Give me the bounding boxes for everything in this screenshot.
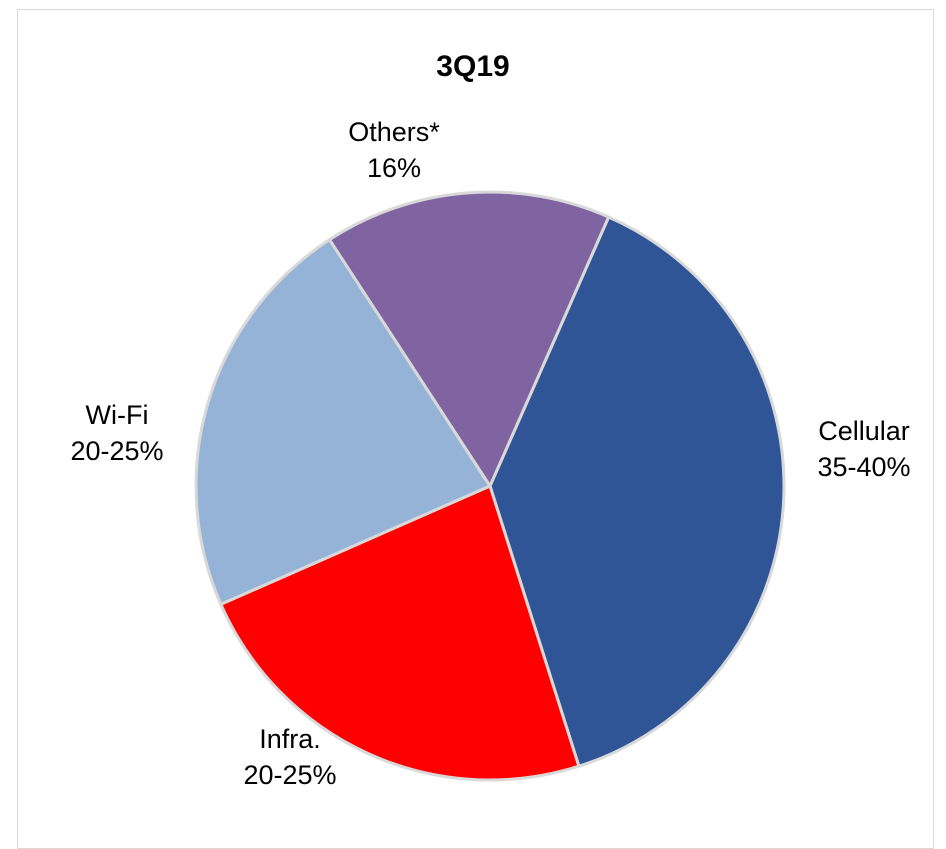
- slice-category-label: Infra.: [259, 724, 321, 754]
- slice-value-label: 20-25%: [70, 436, 163, 466]
- pie-slice-others: [328, 190, 611, 488]
- slice-value-label: 20-25%: [243, 760, 336, 790]
- slice-category-label: Others*: [348, 117, 440, 147]
- slice-value-label: 16%: [367, 153, 421, 183]
- slice-category-label: Cellular: [818, 416, 910, 446]
- slice-label-others: Others* 16%: [348, 117, 440, 183]
- pie-slice-wi-fi: [194, 238, 492, 606]
- pie-slice-infra: [219, 484, 581, 782]
- chart-title: 3Q19: [436, 50, 510, 83]
- slice-category-label: Wi-Fi: [86, 400, 149, 430]
- slice-label-infra: Infra. 20-25%: [243, 724, 336, 790]
- pie-slice-cellular: [488, 215, 786, 768]
- slice-label-cellular: Cellular 35-40%: [817, 416, 910, 482]
- slice-value-label: 35-40%: [817, 452, 910, 482]
- slice-label-wi-fi: Wi-Fi 20-25%: [70, 400, 163, 466]
